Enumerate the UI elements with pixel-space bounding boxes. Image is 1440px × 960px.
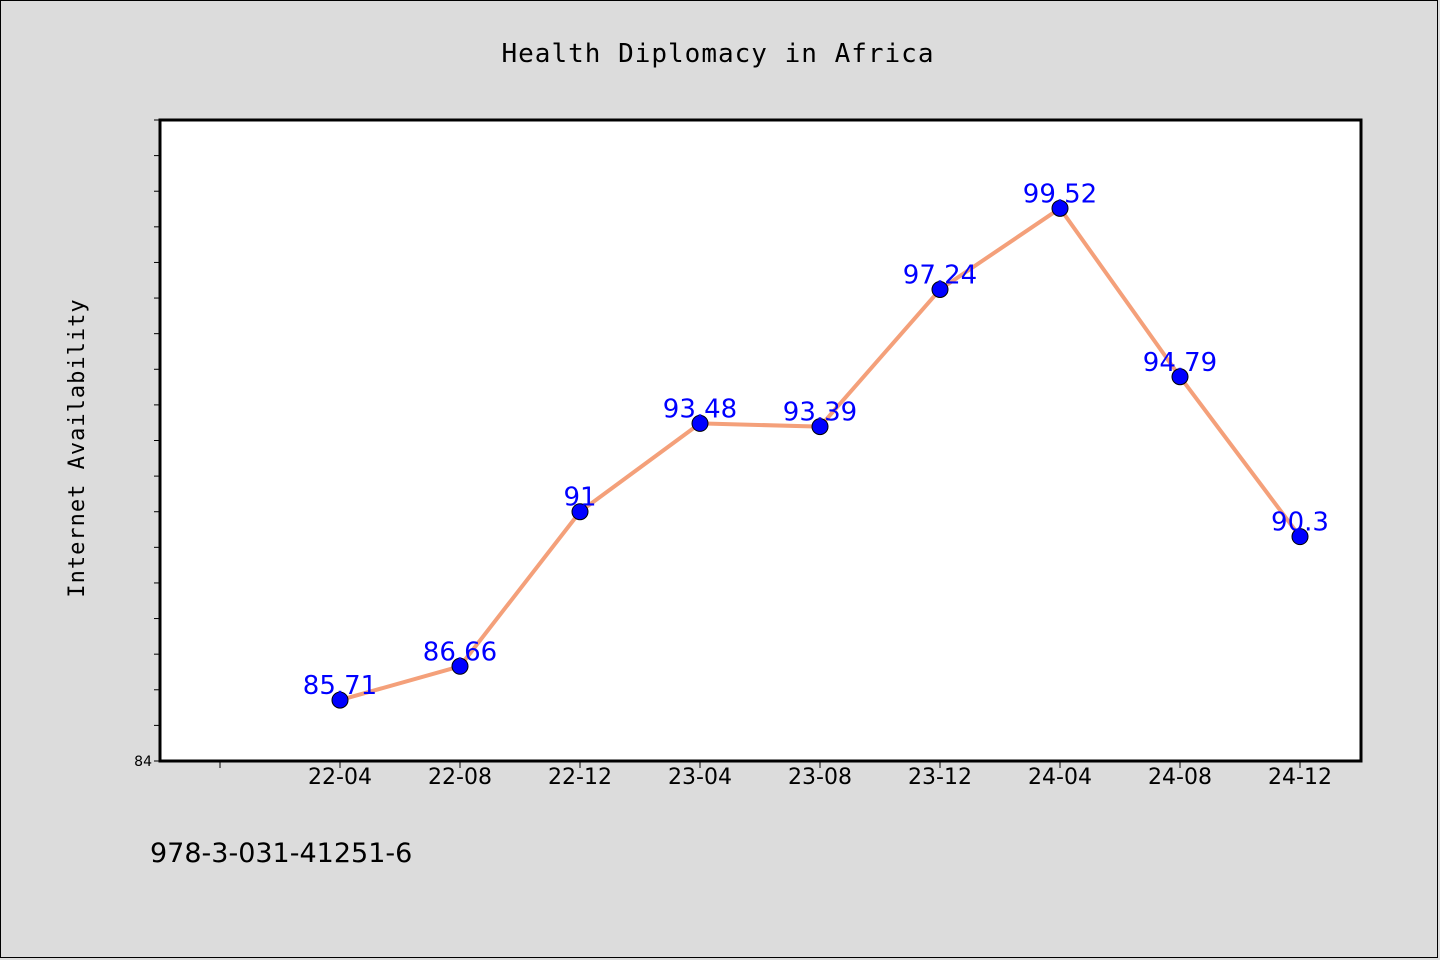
data-point-marker (691, 414, 709, 432)
plot-area (158, 118, 1363, 763)
x-tick-label: 22-12 (548, 765, 612, 790)
x-tick-label: 23-12 (908, 765, 972, 790)
x-tick-label: 23-08 (788, 765, 852, 790)
data-point-marker (331, 691, 349, 709)
data-label: 99.52 (1023, 179, 1097, 209)
data-point-marker (811, 418, 829, 436)
data-point-marker (931, 281, 949, 299)
data-label: 90.3 (1271, 508, 1329, 538)
x-tick-label: 22-04 (308, 765, 372, 790)
y-axis-ticks: 84 (134, 119, 160, 770)
data-point-marker (1051, 199, 1069, 217)
data-label: 91 (563, 483, 596, 513)
data-label: 93.48 (663, 394, 737, 424)
x-tick-label: 23-04 (668, 765, 732, 790)
data-label: 94.79 (1143, 348, 1217, 378)
chart-title: Health Diplomacy in Africa (502, 39, 935, 69)
x-axis-ticks: 22-04 22-08 22-12 23-04 23-08 23-12 24-04 24-08… (219, 761, 1332, 790)
data-label: 85.71 (303, 671, 377, 701)
x-tick-label: 22-08 (428, 765, 492, 790)
isbn-footer: 978-3-031-41251-6 (150, 838, 412, 869)
data-point-marker (1171, 368, 1189, 386)
series-layer: 85.71 86.66 91 93.48 93.39 97.24 99.52 94.79 90.… (303, 179, 1329, 709)
y-axis-label: Internet Availability (65, 298, 90, 597)
x-tick-label: 24-12 (1268, 765, 1332, 790)
data-label: 93.39 (783, 398, 857, 428)
data-point-marker (1291, 528, 1309, 546)
x-tick-label: 24-04 (1028, 765, 1092, 790)
data-point-marker (571, 503, 589, 521)
data-label: 86.66 (423, 637, 497, 667)
data-point-marker (451, 657, 469, 675)
y-tick-label: 84 (134, 754, 152, 770)
x-tick-label: 24-08 (1148, 765, 1212, 790)
data-label: 97.24 (903, 261, 977, 291)
